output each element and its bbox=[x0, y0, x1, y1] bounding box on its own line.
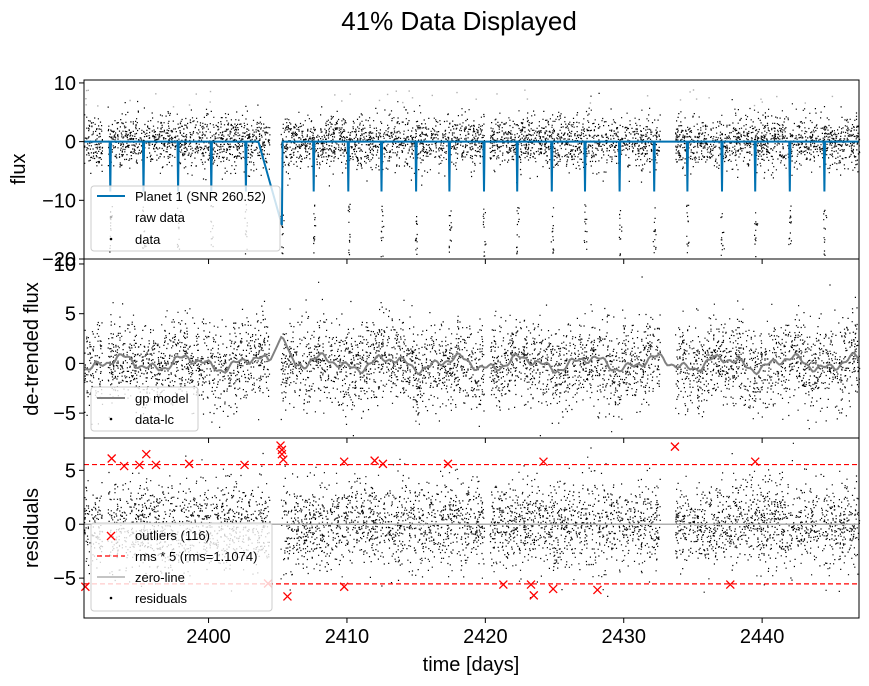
outlier-marker bbox=[282, 591, 292, 601]
outlier-marker bbox=[107, 454, 117, 463]
x-tick-label: 2400 bbox=[186, 626, 231, 648]
legend-raw-data-label: raw data bbox=[135, 210, 186, 225]
outlier-marker bbox=[240, 460, 249, 470]
outlier-marker bbox=[592, 585, 602, 595]
legend-gp-model-label: gp model bbox=[135, 391, 189, 406]
outlier-marker bbox=[443, 459, 453, 469]
residuals-ylabel: residuals bbox=[21, 488, 43, 568]
outlier-marker bbox=[378, 459, 388, 469]
x-tick-label: 2410 bbox=[325, 626, 370, 648]
outlier-marker bbox=[750, 457, 760, 467]
x-axis-label: time [days] bbox=[423, 654, 520, 676]
data-legend-swatch bbox=[109, 237, 113, 241]
outlier-marker bbox=[141, 449, 151, 459]
y-tick-label: 0 bbox=[65, 353, 76, 375]
x-tick-label: 2430 bbox=[601, 626, 646, 648]
outlier-marker bbox=[277, 449, 287, 459]
panel-flux: 10 0 −10 −20 flux Planet 1 (SNR 260.52) raw… bbox=[8, 73, 861, 271]
legend-zero-line-label: zero-line bbox=[135, 570, 185, 585]
y-tick-label: 0 bbox=[65, 514, 76, 536]
outlier-marker bbox=[370, 456, 380, 466]
outlier-marker bbox=[339, 582, 349, 592]
y-tick-label: −20 bbox=[42, 249, 76, 271]
flux-legend: Planet 1 (SNR 260.52) raw data data bbox=[90, 185, 281, 252]
raw-data-points bbox=[85, 89, 834, 108]
residuals-legend-box bbox=[90, 522, 273, 612]
figure-title: 41% Data Displayed bbox=[341, 6, 577, 36]
legend-data-label: data bbox=[135, 232, 161, 247]
data-lc-points bbox=[84, 276, 861, 437]
outliers-legend-swatch bbox=[106, 531, 116, 541]
outlier-marker bbox=[539, 457, 548, 467]
detrended-data-layer bbox=[83, 276, 861, 437]
raw-data-legend-swatch bbox=[109, 215, 113, 219]
outlier-marker bbox=[277, 445, 287, 455]
legend-residuals-label: residuals bbox=[135, 591, 188, 606]
y-tick-label: −5 bbox=[53, 568, 76, 590]
detrended-legend: gp model data-lc bbox=[90, 386, 199, 432]
flux-ylabel: flux bbox=[8, 153, 30, 184]
x-tick-label: 2420 bbox=[463, 626, 508, 648]
outlier-marker bbox=[339, 457, 349, 467]
flux-y-ticks: 10 0 −10 −20 bbox=[42, 73, 763, 271]
residuals-y-ticks: 5 0 −5 bbox=[53, 460, 763, 623]
outlier-marker bbox=[670, 442, 680, 452]
residuals-legend-swatch bbox=[109, 596, 113, 600]
panel-detrended: 10 5 0 −5 de-trended flux gp model data-lc bbox=[21, 254, 861, 443]
x-axis-ticks: 2400 2410 2420 2430 2440 bbox=[186, 626, 784, 648]
panel-residuals: 5 0 −5 2400 2410 2420 2430 2440 residuals time… bbox=[21, 437, 861, 676]
detrended-y-ticks: 10 5 0 −5 bbox=[53, 254, 763, 443]
y-tick-label: 5 bbox=[65, 460, 76, 482]
x-tick-label: 2440 bbox=[740, 626, 785, 648]
detrended-ylabel: de-trended flux bbox=[21, 282, 43, 415]
data-points bbox=[84, 92, 861, 188]
outlier-marker bbox=[278, 455, 288, 465]
outlier-marker bbox=[119, 461, 129, 471]
outlier-marker bbox=[725, 580, 735, 590]
outlier-marker bbox=[151, 460, 161, 470]
residuals-legend: outliers (116) rms * 5 (rms=1.1074) zero… bbox=[90, 522, 273, 612]
outlier-marker bbox=[80, 582, 90, 592]
outlier-marker bbox=[498, 580, 508, 590]
y-tick-label: 0 bbox=[65, 132, 76, 154]
legend-outliers-label: outliers (116) bbox=[135, 528, 210, 543]
outlier-marker bbox=[526, 580, 536, 590]
y-tick-label: −10 bbox=[42, 190, 76, 212]
y-tick-label: 10 bbox=[54, 254, 76, 276]
outlier-marker bbox=[184, 459, 194, 469]
y-tick-label: −5 bbox=[53, 403, 76, 425]
planet-model-line bbox=[84, 140, 859, 226]
flux-data-layer bbox=[84, 89, 861, 258]
legend-planet-label: Planet 1 (SNR 260.52) bbox=[135, 189, 266, 204]
data-lc-legend-swatch bbox=[109, 417, 113, 421]
outlier-marker bbox=[548, 584, 558, 594]
outlier-marker bbox=[529, 590, 539, 600]
legend-data-lc-label: data-lc bbox=[135, 412, 175, 427]
legend-rms-label: rms * 5 (rms=1.1074) bbox=[135, 549, 257, 564]
residuals-axes-frame bbox=[83, 437, 860, 619]
gp-model-line bbox=[83, 335, 860, 376]
y-tick-label: 10 bbox=[54, 73, 76, 95]
outlier-marker bbox=[134, 460, 144, 470]
y-tick-label: 5 bbox=[65, 304, 76, 326]
flux-legend-box bbox=[90, 185, 281, 252]
